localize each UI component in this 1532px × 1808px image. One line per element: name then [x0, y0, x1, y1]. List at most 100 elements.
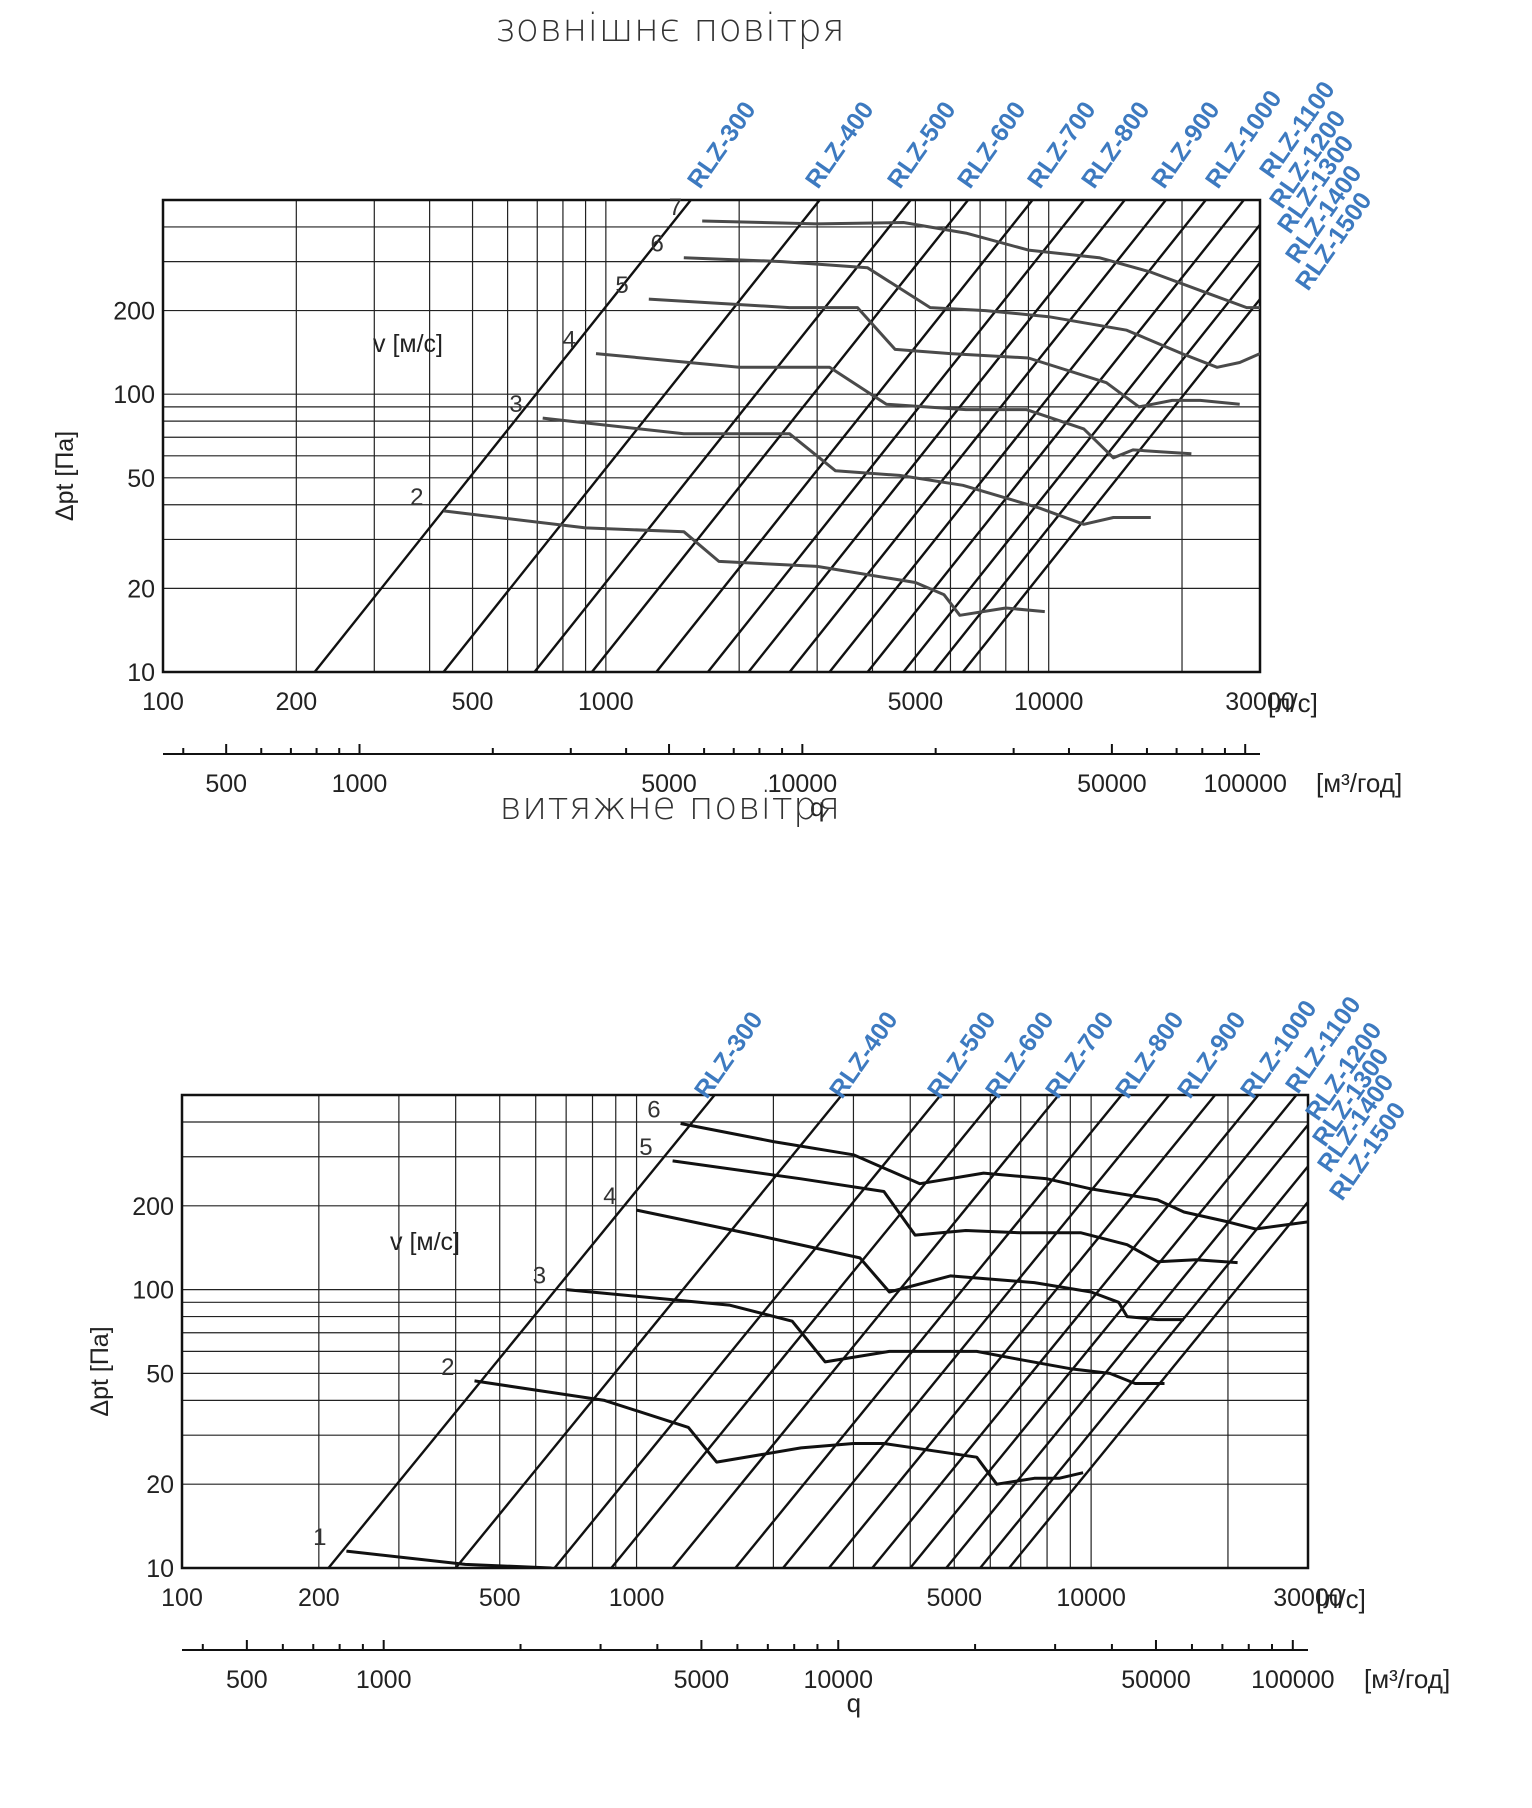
model-line-rlz-600	[610, 1095, 999, 1568]
velocity-curve-3	[542, 416, 1151, 526]
y-axis-label: Δpt [Па]	[86, 1326, 114, 1416]
model-line-rlz-600	[590, 200, 970, 672]
velocity-curve-label-2: 2	[410, 484, 423, 511]
chart-title-exhaust: витяжне повітря	[499, 784, 841, 828]
model-line-rlz-500	[533, 200, 912, 672]
x2-tick-label: 1000	[332, 770, 388, 798]
x-tick-label: 200	[275, 688, 317, 716]
model-line-rlz-500	[553, 1095, 942, 1568]
x-tick-label: 1000	[609, 1584, 665, 1612]
x2-tick-label: 10000	[803, 1666, 873, 1694]
velocity-curve-2	[474, 1379, 1084, 1486]
chart-exhaust-air: RLZ-300 RLZ-400 RLZ-500RLZ-600RLZ-700RLZ-8…	[86, 991, 1450, 1718]
velocity-curve-2	[443, 509, 1045, 617]
y-tick-label: 200	[113, 298, 155, 326]
y-axis-label: Δpt [Па]	[51, 431, 79, 521]
model-line-rlz-1500	[1008, 1199, 1308, 1568]
x-tick-label: 5000	[888, 688, 944, 716]
x-tick-label: 100	[142, 688, 184, 716]
velocity-curve-7	[702, 219, 1260, 310]
velocity-curve-label-2: 2	[441, 1354, 454, 1381]
velocity-curve-label-6: 6	[647, 1097, 660, 1124]
plot-frame	[180, 1093, 1310, 1570]
speed-label: v [м/с]	[373, 330, 443, 358]
model-line-rlz-1100	[871, 1095, 1260, 1568]
x-tick-label: 30000	[1225, 688, 1295, 716]
y-tick-label: 100	[132, 1277, 174, 1305]
velocity-curve-label-5: 5	[639, 1134, 652, 1161]
chart-supply-air: RLZ-300 RLZ-400 RLZ-500RLZ-600RLZ-700RLZ-8…	[51, 76, 1402, 822]
model-label-rlz-300: RLZ-300	[682, 97, 762, 194]
y-tick-label: 50	[146, 1360, 174, 1388]
model-label-rlz-600: RLZ-600	[952, 97, 1032, 194]
model-line-rlz-300	[327, 1095, 716, 1568]
model-line-rlz-700	[671, 1095, 1060, 1568]
velocity-curve-label-4: 4	[563, 327, 576, 354]
x2-unit-label: [м³/год]	[1316, 768, 1402, 798]
x2-tick-label: 50000	[1077, 770, 1147, 798]
model-line-rlz-1300	[945, 1122, 1308, 1568]
velocity-curve-5	[672, 1159, 1238, 1265]
y-tick-label: 20	[146, 1471, 174, 1499]
velocity-curve-label-3: 3	[509, 391, 522, 418]
model-line-rlz-900	[747, 200, 1126, 672]
x-tick-label: 500	[479, 1584, 521, 1612]
y-tick-label: 50	[127, 465, 155, 493]
x-unit-label: [л/с]	[1316, 1584, 1366, 1614]
y-tick-label: 20	[127, 575, 155, 603]
model-line-rlz-1000	[828, 1095, 1217, 1568]
x-unit-label: [л/с]	[1268, 688, 1318, 718]
plot-area	[313, 200, 1260, 672]
model-line-rlz-400	[442, 200, 821, 672]
x2-unit-label: [м³/год]	[1364, 1664, 1450, 1694]
x2-tick-label: 5000	[674, 1666, 730, 1694]
velocity-curve-label-4: 4	[603, 1183, 616, 1210]
x-tick-label: 10000	[1056, 1584, 1126, 1612]
x-tick-label: 10000	[1014, 688, 1084, 716]
speed-label: v [м/с]	[390, 1228, 460, 1256]
model-line-rlz-300	[313, 200, 692, 672]
velocity-curve-label-5: 5	[615, 272, 628, 299]
x2-tick-label: 50000	[1121, 1666, 1191, 1694]
x2-tick-label: 100000	[1203, 770, 1286, 798]
velocity-curve-4	[595, 352, 1192, 460]
model-line-rlz-800	[734, 1095, 1123, 1568]
model-line-rlz-1100	[828, 200, 1207, 672]
x2-tick-label: 5000	[641, 770, 697, 798]
x-tick-label: 1000	[578, 688, 634, 716]
chart-title-supply: зовнішнє повітря	[494, 6, 846, 50]
model-line-rlz-1200	[866, 200, 1245, 672]
y-tick-label: 10	[127, 659, 155, 687]
x-axis-label: q	[847, 1688, 861, 1718]
model-line-rlz-1400	[979, 1164, 1308, 1568]
y-tick-label: 10	[146, 1555, 174, 1583]
x2-tick-label: 1000	[356, 1666, 412, 1694]
model-label-rlz-500: RLZ-500	[882, 97, 962, 194]
model-line-rlz-1000	[788, 200, 1167, 672]
model-line-rlz-700	[655, 200, 1034, 672]
velocity-curve-label-3: 3	[533, 1263, 546, 1290]
model-line-rlz-1200	[909, 1095, 1298, 1568]
velocity-curve-label-6: 6	[650, 231, 663, 258]
velocity-curve-1	[346, 1549, 552, 1568]
x-tick-label: 500	[452, 688, 494, 716]
x2-tick-label: 10000	[768, 770, 838, 798]
y-tick-label: 100	[113, 381, 155, 409]
x-tick-label: 200	[298, 1584, 340, 1612]
plot-area	[327, 1095, 1308, 1568]
x2-tick-label: 500	[226, 1666, 268, 1694]
model-line-rlz-800	[706, 200, 1086, 672]
x2-tick-label: 100000	[1251, 1666, 1334, 1694]
x-axis-label: q	[810, 792, 824, 822]
model-line-rlz-400	[454, 1095, 843, 1568]
model-line-rlz-1500	[961, 297, 1260, 672]
velocity-curve-5	[648, 297, 1240, 409]
velocity-curve-4	[636, 1208, 1184, 1322]
plot-frame	[161, 198, 1262, 674]
x2-tick-label: 500	[205, 770, 247, 798]
model-line-rlz-1400	[932, 260, 1260, 672]
velocity-curve-6	[680, 1122, 1308, 1231]
velocity-curve-label-7: 7	[669, 194, 682, 221]
x-tick-label: 5000	[926, 1584, 982, 1612]
x-tick-label: 30000	[1273, 1584, 1343, 1612]
